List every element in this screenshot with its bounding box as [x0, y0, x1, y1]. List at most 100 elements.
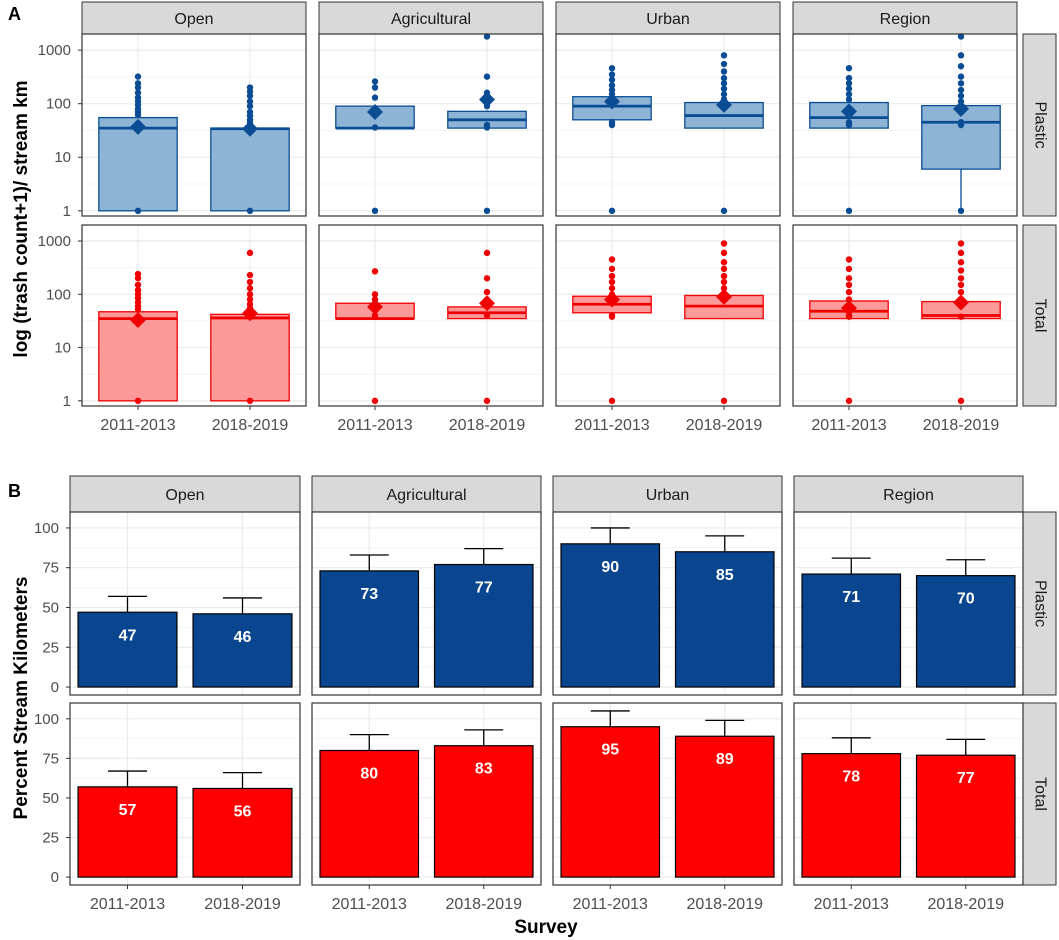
box-total-open-2018-2019: [210, 249, 290, 405]
bar: [433, 563, 534, 688]
y-tick-label: 1000: [38, 42, 71, 59]
mean-diamond: [841, 103, 857, 120]
y-tick-label: 50: [42, 790, 59, 807]
outlier-point: [134, 94, 142, 101]
panel-border: [69, 702, 301, 886]
outlier-point: [608, 285, 616, 292]
y-tick-label: 75: [42, 750, 59, 767]
outlier-point: [720, 80, 728, 87]
bar: [915, 575, 1016, 688]
box-total-urban-2011-2013: [572, 256, 652, 405]
x-tick-label: 2018-2019: [445, 896, 522, 913]
y-tick-label: 0: [51, 679, 59, 696]
outlier-point: [957, 249, 965, 257]
bar: [560, 543, 661, 688]
facet-strip-open: [69, 475, 301, 513]
outlier-point: [246, 278, 254, 286]
outlier-point: [134, 397, 142, 405]
outlier-point: [845, 119, 853, 126]
x-tick-label: 2018-2019: [686, 417, 763, 434]
mean-diamond: [367, 103, 383, 120]
y-tick-label: 25: [42, 639, 59, 656]
x-tick-label: 2011-2013: [337, 417, 412, 434]
outlier-point: [134, 89, 142, 96]
outlier-point: [845, 80, 853, 87]
outlier-point: [371, 397, 379, 405]
facet-strip-urban: [552, 475, 783, 513]
outlier-point: [371, 291, 379, 298]
bar: [674, 735, 775, 878]
x-tick-label: 2011-2013: [90, 896, 165, 913]
outlier-point: [845, 256, 853, 263]
outlier-point: [483, 33, 491, 40]
bar-value-label: 57: [119, 802, 137, 819]
outlier-point: [483, 288, 491, 296]
outlier-point: [134, 73, 142, 80]
bar: [801, 573, 902, 688]
outlier-point: [957, 92, 965, 100]
box-plastic-urban-2018-2019: [684, 52, 764, 215]
outlier-point: [246, 98, 254, 105]
panel-border: [81, 33, 307, 217]
outlier-point: [957, 73, 965, 80]
outlier-point: [957, 33, 965, 40]
facet-strip-open: [81, 1, 307, 35]
outlier-point: [845, 91, 853, 98]
bar: [674, 551, 775, 688]
x-tick-label: 2018-2019: [449, 417, 526, 434]
outlier-point: [246, 84, 254, 91]
outlier-point: [720, 249, 728, 257]
mean-diamond: [716, 288, 732, 305]
outlier-point: [608, 71, 616, 78]
bar-value-label: 77: [957, 770, 975, 787]
outlier-point: [246, 102, 254, 110]
outlier-point: [134, 270, 142, 278]
row-strip-label-total: Total: [1031, 299, 1048, 333]
bar-value-label: 89: [716, 751, 734, 768]
facet-strip-agricultural: [318, 1, 544, 35]
row-strip-total: [1022, 702, 1057, 886]
outlier-point: [720, 259, 728, 266]
outlier-point: [134, 281, 142, 289]
outlier-point: [957, 397, 965, 405]
bar-value-label: 90: [601, 559, 619, 576]
outlier-point: [957, 313, 965, 320]
panel-border: [793, 511, 1024, 696]
outlier-point: [957, 207, 965, 215]
mean-diamond: [716, 96, 732, 113]
facet-strip-label-open: Open: [174, 11, 213, 28]
bar: [192, 613, 293, 688]
outlier-point: [957, 119, 965, 126]
bar: [77, 786, 178, 878]
outlier-point: [720, 74, 728, 82]
outlier-point: [957, 267, 965, 274]
x-axis-title: Survey: [514, 917, 578, 938]
outlier-point: [608, 265, 616, 273]
row-strip-total: [1022, 224, 1057, 407]
outlier-point: [371, 78, 379, 85]
outlier-point: [720, 272, 728, 280]
outlier-point: [845, 288, 853, 296]
bar-value-label: 95: [601, 742, 619, 759]
outlier-point: [608, 312, 616, 319]
panel-border: [792, 33, 1018, 217]
outlier-point: [608, 272, 616, 280]
bar: [915, 754, 1016, 878]
y-tick-label: 10: [54, 149, 71, 166]
outlier-point: [957, 63, 965, 70]
panel-label-b: B: [8, 481, 21, 501]
outlier-point: [957, 86, 965, 94]
mean-diamond: [242, 120, 258, 137]
outlier-point: [483, 73, 491, 80]
x-tick-label: 2018-2019: [686, 896, 763, 913]
bar-plastic-open-2018-2019: 46: [192, 597, 293, 688]
outlier-point: [371, 312, 379, 319]
mean-diamond: [841, 300, 857, 317]
box-total-region-2018-2019: [921, 240, 1001, 405]
y-tick-label: 100: [46, 96, 71, 113]
y-tick-label: 1: [63, 393, 71, 410]
y-tick-label: 75: [42, 560, 59, 577]
x-tick-label: 2011-2013: [573, 896, 648, 913]
outlier-point: [608, 64, 616, 72]
